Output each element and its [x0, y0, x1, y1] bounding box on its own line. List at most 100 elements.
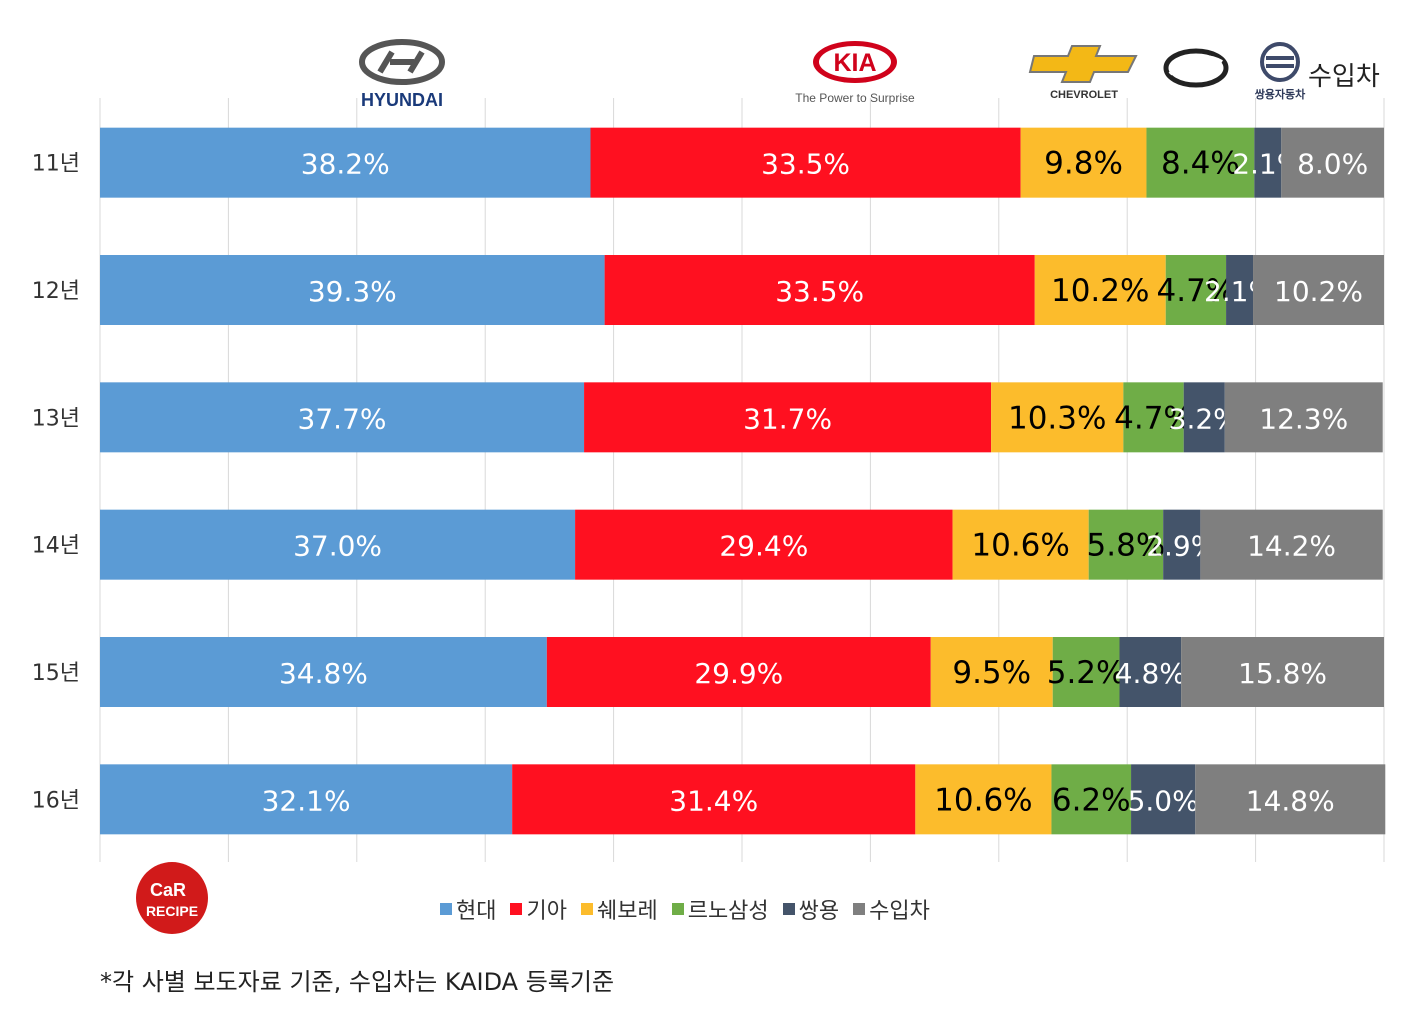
bar-segment [590, 127, 1021, 198]
bar-segment [930, 637, 1053, 707]
data-label: 31.7% [743, 402, 832, 435]
chevrolet-logo: CHEVROLET [1028, 45, 1138, 101]
market-share-chart: 11년 38.2% 33.5% 9.8% 8.4%2.1%8.0%12년 39.3% 33.… [32, 98, 1386, 862]
bar-segment [512, 764, 916, 835]
data-label: 33.5% [761, 148, 850, 181]
ssangyong-emblem-icon [1260, 42, 1300, 82]
data-label: 39.3% [308, 275, 397, 308]
bar-segment [546, 637, 931, 707]
data-label: 10.2% [1051, 273, 1149, 309]
bar-segment [100, 637, 547, 707]
bar-segment [1200, 509, 1383, 580]
kia-wordmark: KIA [833, 49, 876, 77]
bar-segment [1131, 764, 1196, 835]
bar-segment [604, 255, 1035, 325]
ssangyong-logo: 쌍용자동차 [1255, 42, 1306, 101]
data-label: 37.0% [293, 530, 382, 563]
bar-segment [1254, 127, 1282, 198]
bar-segment [915, 764, 1052, 835]
data-label: 14.8% [1246, 784, 1335, 817]
data-label: 6.2% [1052, 782, 1131, 818]
category-label: 12년 [32, 279, 80, 304]
data-label: 10.3% [1008, 400, 1106, 436]
hyundai-emblem-icon [359, 39, 445, 85]
data-label: 38.2% [301, 148, 390, 181]
legend-swatch [782, 903, 795, 915]
footnote: *각 사별 보도자료 기준, 수입차는 KAIDA 등록기준 [100, 968, 615, 996]
data-label: 31.4% [669, 784, 758, 817]
data-label: 8.4% [1161, 146, 1240, 182]
legend-item: 쌍용 [782, 893, 840, 925]
data-label: 10.6% [934, 782, 1032, 818]
bar-segment [1226, 255, 1254, 325]
bar-segment [100, 127, 591, 198]
bar-segment [952, 509, 1089, 580]
data-label: 15.8% [1238, 657, 1327, 690]
category-label: 15년 [32, 661, 80, 686]
data-label: 9.5% [952, 655, 1031, 691]
data-label: 4.8% [1115, 657, 1186, 690]
data-label: 29.4% [719, 530, 808, 563]
bar-segment [1088, 509, 1164, 580]
bar-segment [100, 255, 605, 325]
car-recipe-logo: CaR RECIPE [136, 862, 208, 934]
kia-logo: KIA The Power to Surprise [795, 41, 915, 105]
data-label: 4.7% [1114, 400, 1193, 436]
data-label: 5.2% [1047, 655, 1126, 691]
legend-item: 쉐보레 [580, 893, 658, 925]
bar-segment [584, 382, 992, 453]
category-label: 14년 [32, 534, 80, 559]
bar-segment [1119, 637, 1182, 707]
chevrolet-wordmark: CHEVROLET [1050, 89, 1118, 101]
bar-segment [1020, 127, 1147, 198]
car-recipe-badge-icon [136, 862, 208, 934]
legend-item: 기아 [510, 893, 567, 925]
legend-swatch [510, 903, 523, 915]
bar-segment [1281, 127, 1384, 198]
legend-swatch [853, 903, 866, 915]
bar-segment [1165, 255, 1227, 325]
bar-segment [100, 382, 585, 453]
data-label: 29.9% [694, 657, 783, 690]
legend-swatch [671, 903, 684, 915]
data-label: 32.1% [262, 784, 351, 817]
legend-label: 르노삼성 [687, 899, 769, 924]
bar-segment [1146, 127, 1255, 198]
data-label: 5.8% [1087, 528, 1166, 564]
legend-swatch [580, 903, 593, 915]
bar-segment [1051, 764, 1132, 835]
data-label: 10.6% [971, 528, 1069, 564]
data-label: 34.8% [279, 657, 368, 690]
data-label: 9.8% [1044, 146, 1123, 182]
data-label: 33.5% [775, 275, 864, 308]
bar-segment [1224, 382, 1383, 453]
bar-segment [575, 509, 953, 580]
category-label: 16년 [32, 788, 80, 813]
category-label: 13년 [32, 406, 80, 431]
imports-label: 수입차 [1308, 62, 1380, 92]
legend-label: 수입차 [869, 899, 930, 924]
svg-text:RECIPE: RECIPE [146, 903, 198, 919]
data-label: 10.2% [1274, 275, 1363, 308]
kia-tagline: The Power to Surprise [795, 91, 915, 105]
bar-segment [100, 509, 576, 580]
bar-segment [1195, 764, 1386, 835]
category-label: 11년 [32, 152, 80, 177]
legend-label: 쉐보레 [596, 899, 658, 924]
data-label: 8.0% [1297, 148, 1368, 181]
legend-item: 현대 [440, 893, 496, 925]
svg-text:CaR: CaR [150, 880, 186, 900]
data-label: 37.7% [298, 402, 387, 435]
bar-segment [1181, 637, 1384, 707]
bar-segment [1123, 382, 1184, 453]
bar-segment [1052, 637, 1120, 707]
hyundai-wordmark: HYUNDAI [361, 90, 443, 110]
renault-samsung-logo [1163, 48, 1229, 88]
bar-segment [100, 764, 513, 835]
data-label: 12.3% [1259, 402, 1348, 435]
data-label: 14.2% [1247, 530, 1336, 563]
ssangyong-wordmark: 쌍용자동차 [1255, 87, 1306, 101]
legend-label: 기아 [526, 899, 567, 924]
legend: 현대 기아 쉐보레 르노삼성 쌍용 수입차 [440, 893, 930, 925]
legend-label: 쌍용 [798, 899, 840, 924]
